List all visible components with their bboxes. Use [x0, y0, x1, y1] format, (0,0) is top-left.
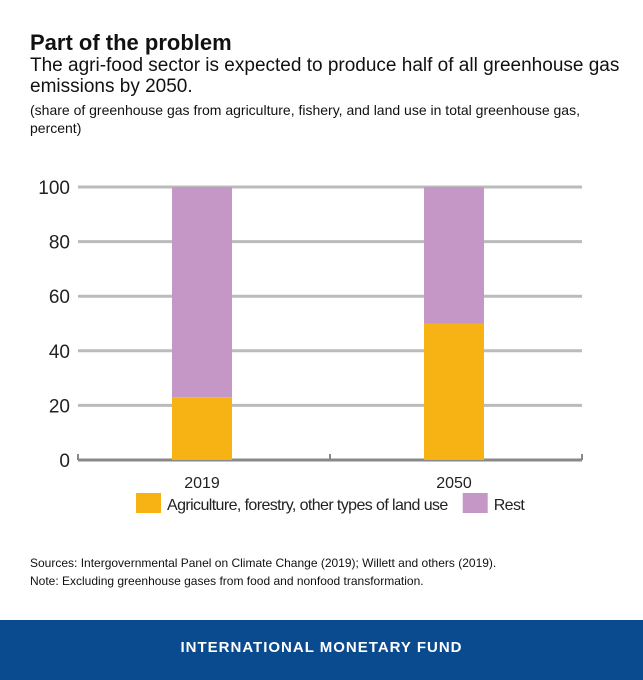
y-tick-label: 80	[49, 233, 70, 254]
bar-segment	[424, 323, 484, 460]
exclusion-note: Note: Excluding greenhouse gases from fo…	[30, 574, 424, 588]
y-tick-label: 20	[49, 396, 70, 417]
x-tick-label: 2050	[436, 475, 472, 492]
chart: 0 20 40 60 80 100 2019 2050 Agriculture, forestr…	[38, 178, 583, 514]
legend-swatch	[136, 493, 161, 513]
footer-brand: INTERNATIONAL MONETARY FUND	[0, 620, 643, 680]
bar-segment	[172, 397, 232, 460]
bar-segment	[424, 187, 484, 324]
legend-swatch	[462, 493, 488, 513]
y-tick-label: 40	[49, 342, 70, 363]
chart-subtitle: The agri-food sector is expected to prod…	[30, 55, 620, 97]
y-tick-label: 60	[49, 287, 70, 308]
y-tick-label: 0	[59, 451, 70, 472]
y-tick-label: 100	[38, 178, 70, 199]
chart-title: Part of the problem	[30, 30, 232, 55]
legend-label: Rest	[494, 497, 526, 514]
x-tick-label: 2019	[184, 475, 220, 492]
bar-segment	[172, 187, 232, 398]
chart-unit: (share of greenhouse gas from agricultur…	[30, 102, 580, 136]
sources-note: Sources: Intergovernmental Panel on Clim…	[30, 556, 497, 570]
legend-label: Agriculture, forestry, other types of la…	[167, 497, 448, 514]
